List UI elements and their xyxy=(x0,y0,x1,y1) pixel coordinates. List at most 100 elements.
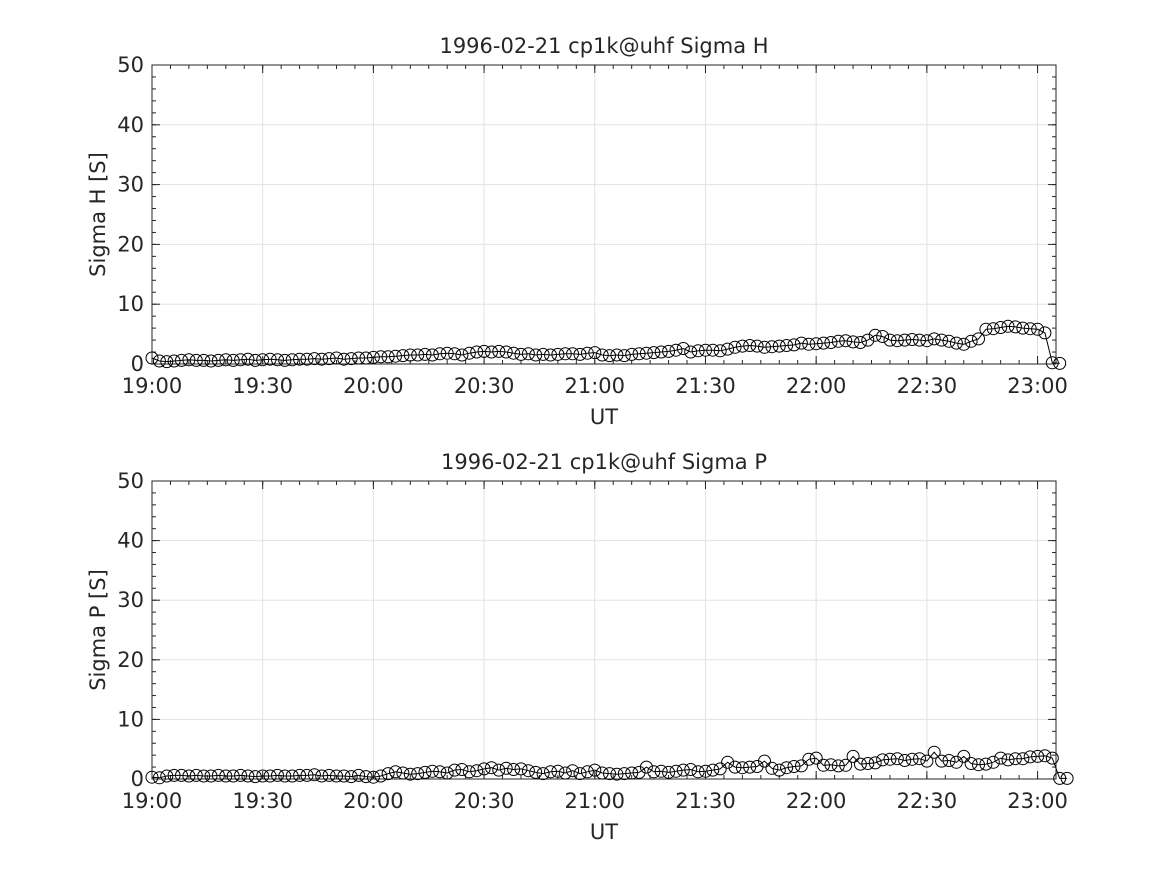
data-point xyxy=(359,351,373,365)
data-point xyxy=(846,749,860,763)
data-point xyxy=(794,759,808,773)
data-point xyxy=(433,347,447,361)
data-point xyxy=(913,333,926,347)
data-point xyxy=(972,332,985,346)
data-point xyxy=(868,756,882,770)
data-point xyxy=(263,352,277,366)
data-point xyxy=(293,352,307,366)
sigma-p-panel: 19:00 19:30 20:00 20:30 21:00 21:30 22:00 22:30… xyxy=(86,450,1074,844)
data-point xyxy=(211,353,225,367)
chart-title: 1996-02-21 cp1k@uhf Sigma P xyxy=(441,450,767,474)
data-point xyxy=(809,337,823,351)
data-point xyxy=(831,759,845,773)
data-point xyxy=(366,770,380,784)
x-tick-label: 20:00 xyxy=(343,789,404,813)
data-point xyxy=(890,752,904,766)
data-point xyxy=(536,347,550,361)
data-point xyxy=(647,765,661,779)
data-point xyxy=(949,336,963,350)
data-point xyxy=(876,330,890,343)
data-point xyxy=(1016,752,1030,766)
data-point xyxy=(824,758,838,772)
data-point xyxy=(706,343,720,357)
data-point xyxy=(322,352,336,366)
x-tick-label: 20:00 xyxy=(343,374,404,398)
data-point xyxy=(839,334,853,348)
data-point xyxy=(580,346,594,360)
x-tick-label: 21:00 xyxy=(565,374,626,398)
data-point xyxy=(986,322,1000,336)
data-point xyxy=(920,334,934,348)
data-point xyxy=(617,767,631,781)
data-point xyxy=(499,345,513,359)
data-point xyxy=(647,346,661,360)
data-point xyxy=(868,328,882,342)
data-point xyxy=(639,760,653,774)
data-point xyxy=(300,352,314,366)
data-point xyxy=(1023,322,1037,336)
data-point xyxy=(913,752,926,766)
x-tick-label: 22:00 xyxy=(786,789,847,813)
data-point xyxy=(883,752,897,766)
data-point xyxy=(1023,750,1037,764)
data-point xyxy=(625,766,639,780)
axes-frame xyxy=(151,64,1057,365)
data-point xyxy=(780,761,794,775)
data-point xyxy=(1053,356,1067,370)
data-point xyxy=(817,758,830,772)
data-point xyxy=(529,348,543,362)
data-point xyxy=(499,761,513,775)
data-point xyxy=(307,768,321,782)
data-point xyxy=(145,770,159,784)
data-point xyxy=(684,345,698,359)
data-point xyxy=(699,764,712,778)
data-point xyxy=(787,338,801,352)
data-point xyxy=(248,353,262,367)
data-point xyxy=(654,345,668,359)
data-point xyxy=(204,354,218,368)
data-point xyxy=(935,754,949,768)
data-point xyxy=(691,765,705,779)
data-point xyxy=(772,339,786,353)
data-point xyxy=(787,760,801,773)
data-point xyxy=(248,770,262,784)
data-point xyxy=(662,344,676,358)
x-tick-label: 19:00 xyxy=(122,374,183,398)
data-point xyxy=(403,767,417,781)
y-tick-label: 10 xyxy=(117,292,144,316)
data-point xyxy=(160,769,174,783)
data-point xyxy=(271,353,284,367)
data-point xyxy=(691,344,705,358)
data-point xyxy=(189,353,203,367)
data-point xyxy=(293,768,307,782)
data-point xyxy=(344,770,358,784)
data-point xyxy=(189,768,203,782)
data-point xyxy=(588,763,602,777)
data-point xyxy=(344,352,358,366)
data-point xyxy=(418,347,432,361)
data-point xyxy=(507,763,521,776)
data-point xyxy=(462,346,476,360)
data-point xyxy=(1045,356,1059,370)
y-tick-label: 40 xyxy=(117,113,144,137)
data-point xyxy=(226,769,240,783)
data-point xyxy=(175,353,188,367)
data-point xyxy=(381,350,395,364)
data-point xyxy=(440,346,454,360)
data-point xyxy=(455,348,469,362)
data-point xyxy=(588,346,602,360)
x-tick-label: 23:00 xyxy=(1007,789,1068,813)
data-point xyxy=(765,340,779,354)
data-point xyxy=(470,345,484,359)
data-point xyxy=(972,758,985,772)
data-point xyxy=(558,347,572,361)
y-tick-label: 30 xyxy=(117,173,144,197)
data-point xyxy=(315,769,329,783)
data-point xyxy=(802,752,816,766)
x-tick-label: 22:00 xyxy=(786,374,847,398)
data-point xyxy=(411,348,425,362)
data-point xyxy=(381,767,395,781)
data-point xyxy=(514,762,528,776)
data-point xyxy=(957,337,971,351)
data-point xyxy=(448,763,462,777)
